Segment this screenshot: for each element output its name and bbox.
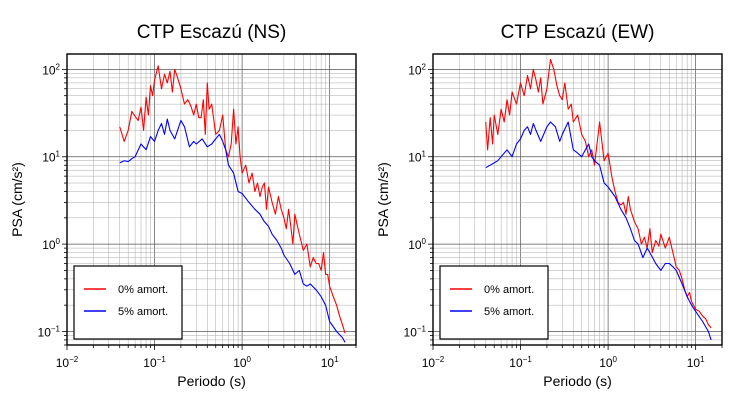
x-tick-label: 10−2 xyxy=(422,355,445,370)
legend: 0% amort. 5% amort. xyxy=(73,265,183,340)
x-tick-label-exponent: 0 xyxy=(247,355,252,364)
x-tick-label: 10−1 xyxy=(509,355,532,370)
y-tick-label-base: 10 xyxy=(38,325,52,339)
plot-frame xyxy=(66,53,357,346)
y-axis-label: PSA (cm/s²) xyxy=(9,162,25,237)
y-tick-label-base: 10 xyxy=(404,325,418,339)
x-tick-label-base: 10 xyxy=(56,356,70,370)
legend-box xyxy=(73,265,183,340)
x-tick-label-base: 10 xyxy=(321,356,335,370)
series-line-red xyxy=(485,58,712,329)
plot-frame xyxy=(432,53,723,346)
x-tick-label-base: 10 xyxy=(422,356,436,370)
legend-box xyxy=(439,265,549,340)
x-tick-label-base: 10 xyxy=(509,356,523,370)
legend-label: 5% amort. xyxy=(484,306,534,318)
legend-label: 0% amort. xyxy=(118,284,168,296)
x-tick-label: 10−1 xyxy=(143,355,166,370)
x-axis-label: Periodo (s) xyxy=(543,373,611,389)
y-tick-label-base: 10 xyxy=(408,151,422,165)
y-tick-label-exponent: 1 xyxy=(422,150,427,159)
x-tick-label-base: 10 xyxy=(233,356,247,370)
series-line-red xyxy=(119,65,346,334)
legend: 0% amort. 5% amort. xyxy=(439,265,549,340)
y-tick-label: 100 xyxy=(42,237,60,252)
x-tick-label-exponent: −1 xyxy=(523,355,533,364)
y-axis-label: PSA (cm/s²) xyxy=(375,162,391,237)
x-tick-label-exponent: 1 xyxy=(700,355,705,364)
y-tick-label-exponent: 0 xyxy=(56,237,61,246)
y-tick-label-exponent: 2 xyxy=(422,62,427,71)
x-tick-label: 10−2 xyxy=(56,355,79,370)
y-tick-label-base: 10 xyxy=(42,151,56,165)
y-tick-label-exponent: −1 xyxy=(51,324,61,333)
chart-title: CTP Escazú (NS) xyxy=(137,22,287,43)
x-tick-label: 101 xyxy=(687,355,705,370)
chart-title: CTP Escazú (EW) xyxy=(501,22,655,43)
y-tick-label-exponent: 1 xyxy=(56,150,61,159)
x-tick-label-exponent: 1 xyxy=(334,355,339,364)
x-tick-label-base: 10 xyxy=(143,356,157,370)
y-tick-label-exponent: −1 xyxy=(417,324,427,333)
y-tick-label-base: 10 xyxy=(42,63,56,77)
grid xyxy=(66,54,357,346)
y-tick-label: 101 xyxy=(42,150,60,165)
y-tick-label: 100 xyxy=(408,237,426,252)
x-tick-label: 100 xyxy=(599,355,617,370)
y-tick-label: 10−1 xyxy=(404,324,427,339)
x-tick-label-exponent: −2 xyxy=(435,355,445,364)
x-tick-label: 101 xyxy=(321,355,339,370)
legend-label: 5% amort. xyxy=(118,306,168,318)
y-tick-label-base: 10 xyxy=(408,63,422,77)
x-tick-label-exponent: −2 xyxy=(69,355,79,364)
x-tick-label-exponent: 0 xyxy=(613,355,618,364)
y-tick-label: 10−1 xyxy=(38,324,61,339)
y-tick-label: 102 xyxy=(42,62,60,77)
y-tick-label-base: 10 xyxy=(42,238,56,252)
x-tick-label-base: 10 xyxy=(687,356,701,370)
x-tick-label-base: 10 xyxy=(599,356,613,370)
y-tick-label-exponent: 2 xyxy=(56,62,61,71)
y-tick-label-base: 10 xyxy=(408,238,422,252)
x-tick-label: 100 xyxy=(233,355,251,370)
y-tick-label-exponent: 0 xyxy=(422,237,427,246)
y-tick-label: 101 xyxy=(408,150,426,165)
x-axis-label: Periodo (s) xyxy=(177,373,245,389)
series-line-blue xyxy=(119,118,346,343)
legend-label: 0% amort. xyxy=(484,284,534,296)
y-tick-label: 102 xyxy=(408,62,426,77)
x-tick-label-exponent: −1 xyxy=(157,355,167,364)
series-line-blue xyxy=(485,121,712,341)
